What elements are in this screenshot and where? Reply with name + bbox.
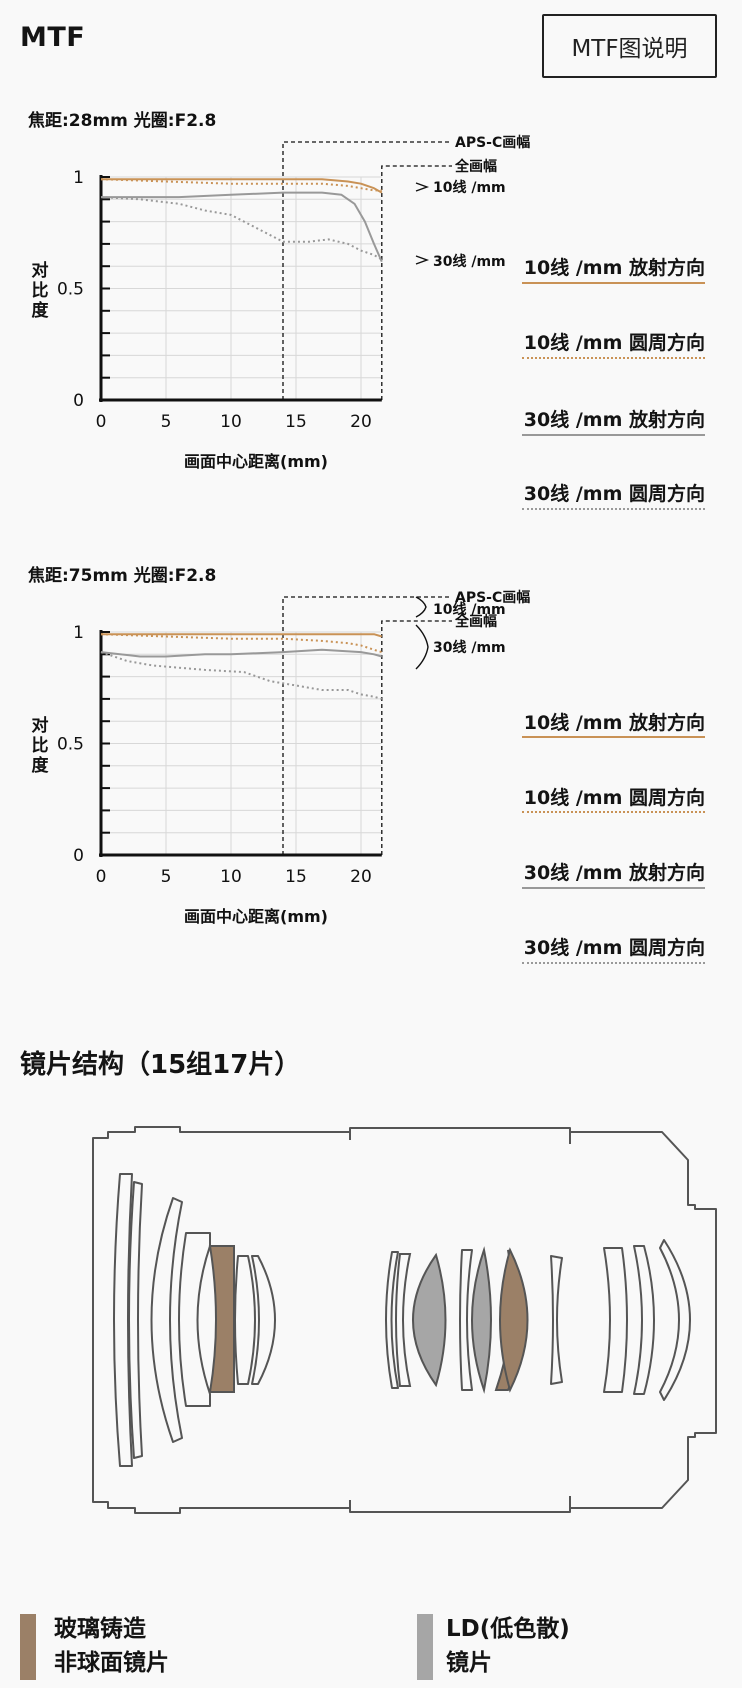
y-axis-label: 比	[32, 280, 49, 301]
series-line-1	[101, 633, 383, 638]
x-tick-label: 5	[161, 867, 172, 887]
full-frame-label: 全画幅	[454, 613, 497, 630]
x-axis-label: 画面中心距离(mm)	[184, 907, 328, 926]
chart-caption: 焦距:28mm 光圈:F2.8	[27, 110, 216, 131]
lens-element-17	[659, 1239, 691, 1401]
chart-caption: 焦距:75mm 光圈:F2.8	[27, 565, 216, 586]
series-line-2	[100, 178, 382, 192]
legend-label: 30线 /mm 圆周方向	[523, 483, 705, 505]
lens-element-7	[251, 1255, 276, 1385]
lens-element-1	[113, 1173, 133, 1467]
lens-element-14	[550, 1255, 563, 1385]
x-tick-label: 0	[96, 867, 107, 887]
aps-c-label: APS-C画幅	[455, 589, 530, 606]
y-axis-label: 度	[32, 300, 50, 321]
lens-element-11	[459, 1249, 473, 1391]
y-tick-label: 1	[73, 623, 84, 643]
tag-10: 10线 /mm	[433, 601, 506, 618]
y-axis-label: 度	[32, 755, 50, 776]
full-frame-boundary	[381, 165, 452, 400]
legend-label: 30线 /mm 放射方向	[523, 409, 705, 431]
x-tick-label: 10	[220, 867, 242, 887]
lens-element-4	[178, 1232, 211, 1407]
aps-c-boundary	[282, 596, 452, 855]
x-tick-label: 15	[285, 412, 307, 432]
cast-aspherical-swatch	[20, 1614, 36, 1680]
tag-10: 10线 /mm	[433, 179, 506, 196]
mtf-chart-28mm: 焦距:28mm 光圈:F2.8 1 0.5 00 5 10 15 20 对比度画面中心距离(mm…	[27, 110, 530, 471]
legend-swatch-30-radial	[522, 887, 705, 889]
full-frame-boundary	[381, 620, 452, 855]
y-axis-label: 对	[32, 260, 49, 281]
y-tick-label: 0	[73, 391, 84, 411]
x-tick-label: 10	[220, 412, 242, 432]
legend-label: 10线 /mm 圆周方向	[523, 787, 705, 809]
y-tick-label: 1	[73, 168, 84, 188]
legend-swatch-30-circ	[522, 962, 705, 964]
series-line-3	[101, 191, 383, 263]
lens-element-9-ld	[412, 1252, 447, 1388]
legend-label: 10线 /mm 放射方向	[523, 257, 705, 279]
y-tick-label: 0	[73, 846, 84, 866]
series-line-3	[100, 648, 383, 658]
series-line-1	[101, 178, 383, 194]
lens-barrel-outline	[92, 1126, 717, 1514]
y-axis-label: 对	[32, 715, 49, 736]
x-tick-label: 0	[96, 412, 107, 432]
lens-element-3	[150, 1197, 183, 1443]
x-axis-label: 画面中心距离(mm)	[184, 452, 328, 471]
lens-element-12-ld	[471, 1246, 492, 1394]
x-tick-label: 20	[350, 412, 372, 432]
lens-structure-title: 镜片结构（15组17片）	[20, 1050, 301, 1080]
series-line-4	[100, 651, 383, 700]
lens-element-16	[633, 1245, 655, 1395]
legend-swatch-10-radial	[522, 736, 705, 738]
y-tick-label: 0.5	[57, 280, 84, 300]
mtf-chart-75mm: 焦距:75mm 光圈:F2.8 1 0.5 00 5 10 15 20 对比度画面中心距离(mm…	[27, 565, 530, 926]
cast-aspherical-label-line1: 玻璃铸造	[54, 1616, 146, 1642]
series-line-2	[100, 633, 383, 654]
lens-element-5-cast-aspherical	[208, 1245, 235, 1393]
series-line-4	[100, 196, 383, 261]
aps-c-boundary	[282, 141, 452, 400]
tag-bracket-30	[415, 255, 430, 265]
legend-swatch-30-circ	[522, 508, 705, 510]
lens-element-6	[234, 1255, 256, 1385]
tag-30: 30线 /mm	[433, 253, 506, 270]
legend-label: 30线 /mm 圆周方向	[523, 937, 705, 959]
x-tick-label: 5	[161, 412, 172, 432]
aps-c-label: APS-C画幅	[455, 134, 530, 151]
ld-label-line1: LD(低色散)	[446, 1616, 570, 1642]
page-title: MTF	[20, 22, 86, 53]
x-tick-label: 15	[285, 867, 307, 887]
tag-bracket-30	[415, 624, 429, 670]
legend-swatch-10-circ	[522, 357, 705, 359]
tag-30: 30线 /mm	[433, 639, 506, 656]
mtf-explanation-button[interactable]: MTF图说明	[542, 14, 717, 78]
cast-aspherical-label-line2: 非球面镜片	[54, 1650, 169, 1676]
legend-label: 10线 /mm 放射方向	[523, 712, 705, 734]
lens-element-13b-cast-aspherical	[499, 1247, 529, 1393]
lens-element-10	[395, 1253, 412, 1387]
lens-element-15	[603, 1247, 628, 1393]
tag-bracket-10	[415, 182, 430, 192]
lens-element-8	[385, 1251, 399, 1389]
lens-element-2	[128, 1181, 143, 1459]
tag-bracket-10	[415, 596, 427, 618]
y-tick-label: 0.5	[57, 735, 84, 755]
lens-structure-diagram	[92, 1126, 717, 1514]
ld-swatch	[417, 1614, 433, 1680]
full-frame-label: 全画幅	[454, 158, 497, 175]
legend-label: 10线 /mm 圆周方向	[523, 332, 705, 354]
y-axis-label: 比	[32, 735, 49, 756]
legend-swatch-30-radial	[522, 434, 705, 436]
ld-label-line2: 镜片	[446, 1650, 492, 1676]
legend-swatch-10-circ	[522, 811, 705, 813]
x-tick-label: 20	[350, 867, 372, 887]
legend-label: 30线 /mm 放射方向	[523, 862, 705, 884]
legend-swatch-10-radial	[522, 282, 705, 284]
